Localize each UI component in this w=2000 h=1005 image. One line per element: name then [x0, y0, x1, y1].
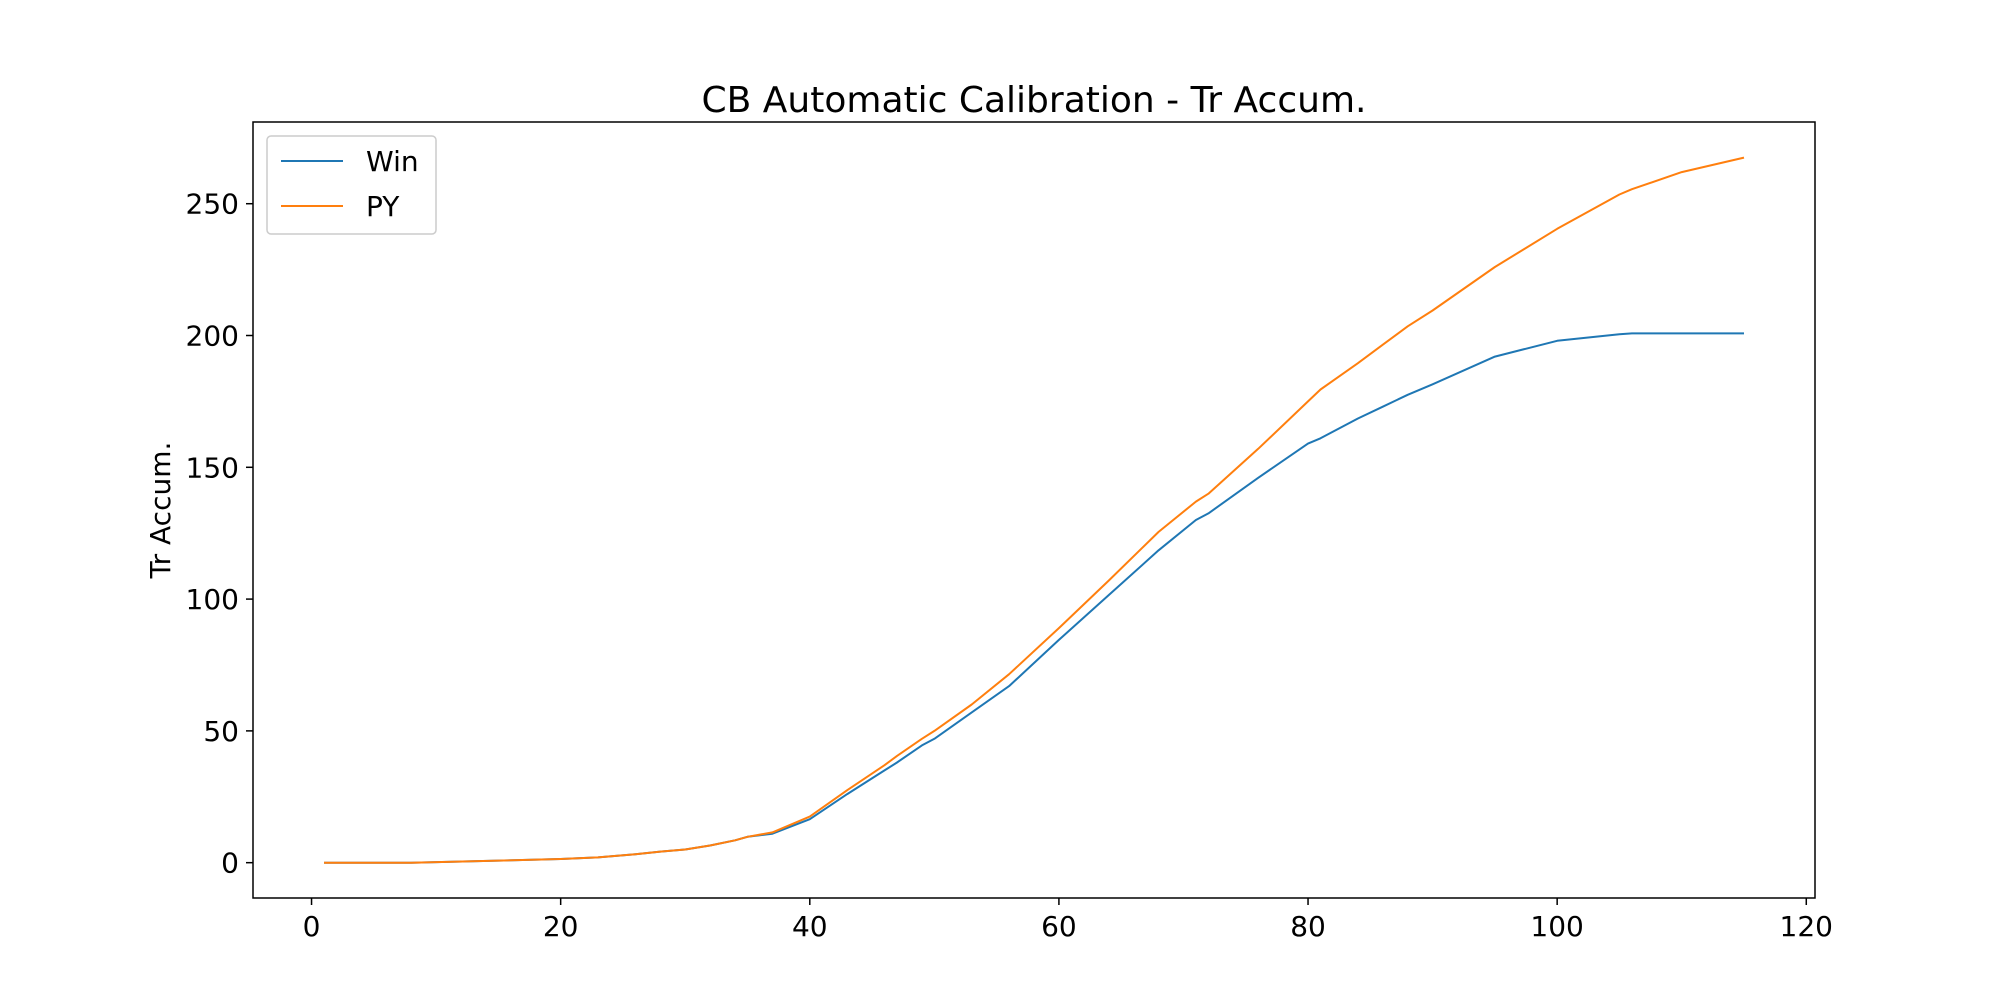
- y-tick-label: 200: [186, 320, 239, 353]
- y-tick-label: 250: [186, 188, 239, 221]
- legend-label-win: Win: [366, 145, 419, 178]
- y-tick-label: 150: [186, 451, 239, 484]
- y-axis: 0 50 100 150 200 250: [186, 188, 253, 880]
- y-tick-label: 50: [203, 715, 239, 748]
- series-lines: [324, 156, 1745, 864]
- chart-title: CB Automatic Calibration - Tr Accum.: [702, 80, 1367, 121]
- x-tick-label: 100: [1530, 910, 1583, 943]
- plot-area: [252, 121, 1816, 899]
- x-tick-label: 80: [1290, 910, 1326, 943]
- x-tick-label: 20: [543, 910, 579, 943]
- x-tick-label: 60: [1041, 910, 1077, 943]
- y-axis-label: Tr Accum.: [144, 442, 177, 580]
- y-tick-label: 100: [186, 583, 239, 616]
- legend: Win PY: [266, 135, 437, 235]
- x-axis: 0 20 40 60 80 100 120: [303, 898, 1833, 943]
- series-line-py: [324, 156, 1745, 864]
- legend-label-py: PY: [366, 190, 400, 223]
- x-tick-label: 120: [1780, 910, 1833, 943]
- x-tick-label: 40: [792, 910, 828, 943]
- x-tick-label: 0: [303, 910, 321, 943]
- y-tick-label: 0: [221, 847, 239, 880]
